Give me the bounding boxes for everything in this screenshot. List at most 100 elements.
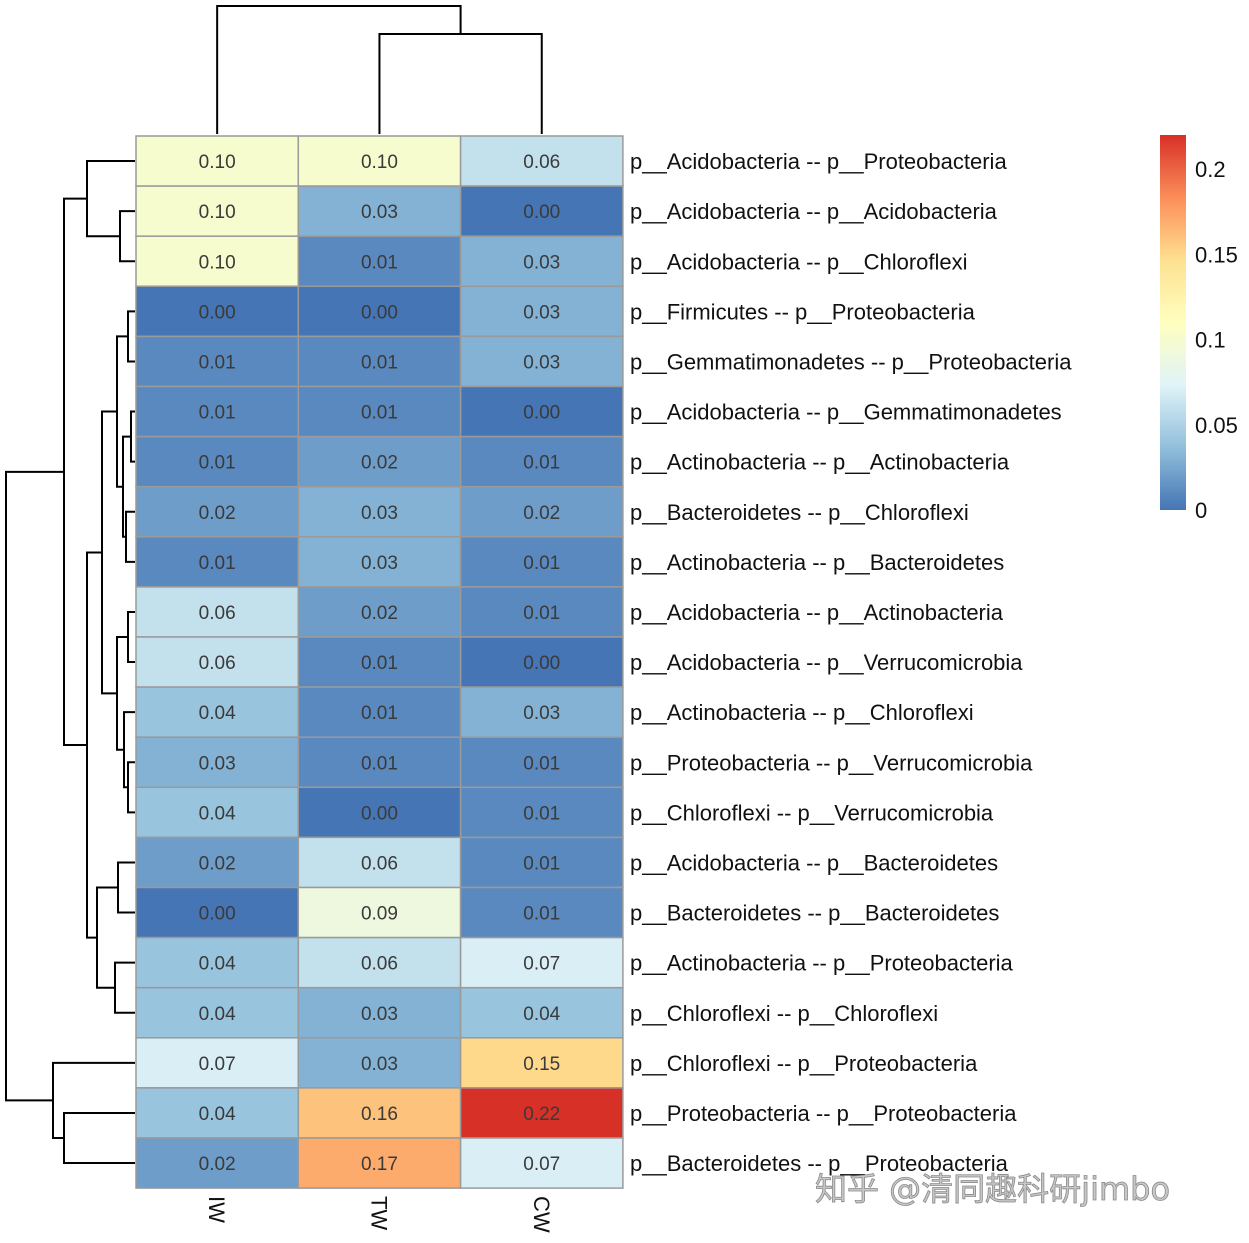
row-label: p__Acidobacteria -- p__Actinobacteria <box>630 600 1004 625</box>
cell-value-label: 0.02 <box>361 453 398 474</box>
cell-value-label: 0.01 <box>361 403 398 424</box>
cell-value-label: 0.03 <box>523 703 560 724</box>
row-label: p__Actinobacteria -- p__Proteobacteria <box>630 951 1014 976</box>
cell-value-label: 0.01 <box>523 453 560 474</box>
row-label: p__Acidobacteria -- p__Chloroflexi <box>630 249 968 274</box>
cell-value-label: 0.01 <box>523 803 560 824</box>
cell-value-label: 0.03 <box>361 202 398 223</box>
cell-value-label: 0.00 <box>361 803 398 824</box>
cell-value-label: 0.02 <box>199 853 236 874</box>
heatmap-cell <box>459 686 624 738</box>
dendrogram-branch <box>63 1111 135 1165</box>
heatmap-cell <box>459 285 624 338</box>
heatmap-cell <box>297 536 462 588</box>
heatmap-cell <box>135 135 300 187</box>
heatmap-cell <box>459 135 624 187</box>
heatmap-cell <box>459 736 624 789</box>
heatmap-cell <box>459 435 624 488</box>
cell-value-label: 0.04 <box>199 703 236 724</box>
cell-value-label: 0.04 <box>523 1004 560 1025</box>
row-label: p__Bacteroidetes -- p__Proteobacteria <box>630 1151 1009 1176</box>
row-label: p__Bacteroidetes -- p__Bacteroidetes <box>630 901 999 926</box>
cell-value-label: 0.01 <box>361 703 398 724</box>
cell-value-label: 0.02 <box>199 503 236 524</box>
dendrogram-branch <box>117 861 135 914</box>
row-label: p__Firmicutes -- p__Proteobacteria <box>630 299 976 324</box>
heatmap-cell <box>459 786 624 839</box>
dendrogram-branch <box>216 5 462 134</box>
heatmap-cell <box>135 986 300 1039</box>
row-label: p__Acidobacteria -- p__Proteobacteria <box>630 149 1007 174</box>
cell-value-label: 0.10 <box>361 152 398 173</box>
cell-value-label: 0.06 <box>523 152 560 173</box>
cell-value-label: 0.03 <box>361 553 398 574</box>
colorbar <box>1160 135 1186 510</box>
dendrogram-branch <box>127 761 135 814</box>
cell-value-label: 0.10 <box>199 252 236 273</box>
heatmap-cell <box>459 335 624 388</box>
cell-value-label: 0.07 <box>199 1054 236 1075</box>
row-label: p__Chloroflexi -- p__Chloroflexi <box>630 1001 938 1026</box>
colorbar-tick-label: 0.15 <box>1195 242 1238 267</box>
column-dendrogram <box>216 5 543 134</box>
heatmap-cell <box>135 636 300 688</box>
dendrogram-branch <box>127 610 135 664</box>
column-label: TW <box>366 1196 391 1230</box>
dendrogram-branch <box>86 160 135 238</box>
heatmap-cell <box>297 686 462 738</box>
heatmap-cell <box>297 1037 462 1089</box>
cell-value-label: 0.00 <box>523 653 560 674</box>
cell-value-label: 0.01 <box>523 753 560 774</box>
cell-value-label: 0.01 <box>199 403 236 424</box>
row-label: p__Proteobacteria -- p__Proteobacteria <box>630 1101 1017 1126</box>
cell-value-label: 0.01 <box>361 653 398 674</box>
cell-value-label: 0.10 <box>199 202 236 223</box>
watermark: 知乎 @清同趣科研jimbo <box>815 1170 1170 1208</box>
row-label: p__Acidobacteria -- p__Acidobacteria <box>630 199 998 224</box>
cell-value-label: 0.01 <box>199 352 236 373</box>
dendrogram-branch <box>116 636 128 751</box>
column-labels: IW TW CW <box>204 1196 554 1233</box>
cell-value-label: 0.03 <box>361 1004 398 1025</box>
heatmap-cell <box>297 586 462 638</box>
row-label: p__Chloroflexi -- p__Verrucomicrobia <box>630 800 994 825</box>
cell-value-label: 0.06 <box>361 954 398 975</box>
cell-value-label: 0.02 <box>199 1154 236 1175</box>
row-labels: p__Acidobacteria -- p__Proteobacteria p__… <box>630 149 1072 1176</box>
cell-value-label: 0.16 <box>361 1104 398 1125</box>
dendrogram-branch <box>378 33 543 134</box>
heatmap-cell <box>135 936 300 989</box>
heatmap-cell <box>297 335 462 388</box>
heatmap-cell <box>297 936 462 989</box>
heatmap-cell <box>459 586 624 638</box>
dendrogram-branch <box>5 470 64 1102</box>
cell-value-label: 0.03 <box>523 352 560 373</box>
heatmap-cell <box>135 435 300 488</box>
cell-value-label: 0.03 <box>523 252 560 273</box>
cell-value-label: 0.01 <box>523 853 560 874</box>
cell-value-label: 0.06 <box>199 603 236 624</box>
cell-value-label: 0.03 <box>361 503 398 524</box>
cell-value-label: 0.01 <box>523 904 560 925</box>
heatmap-cell <box>297 1087 462 1139</box>
colorbar-tick-label: 0.05 <box>1195 413 1238 438</box>
cell-value-label: 0.17 <box>361 1154 398 1175</box>
cell-value-label: 0.04 <box>199 954 236 975</box>
heatmap-cell <box>297 485 462 538</box>
cell-value-label: 0.07 <box>523 1154 560 1175</box>
heatmap-cell <box>459 1087 624 1139</box>
cell-value-label: 0.01 <box>199 453 236 474</box>
row-label: p__Acidobacteria -- p__Bacteroidetes <box>630 850 998 875</box>
cell-value-label: 0.06 <box>361 853 398 874</box>
cell-value-label: 0.01 <box>361 352 398 373</box>
column-label: CW <box>529 1196 554 1233</box>
heatmap-cell <box>135 335 300 388</box>
heatmap-cell <box>135 886 300 939</box>
dendrogram-branch <box>125 510 135 563</box>
heatmap-cell <box>459 485 624 538</box>
cell-value-label: 0.00 <box>523 202 560 223</box>
heatmap-cell <box>459 936 624 989</box>
heatmap-cell <box>297 836 462 889</box>
row-label: p__Chloroflexi -- p__Proteobacteria <box>630 1051 978 1076</box>
cell-value-label: 0.03 <box>523 302 560 323</box>
